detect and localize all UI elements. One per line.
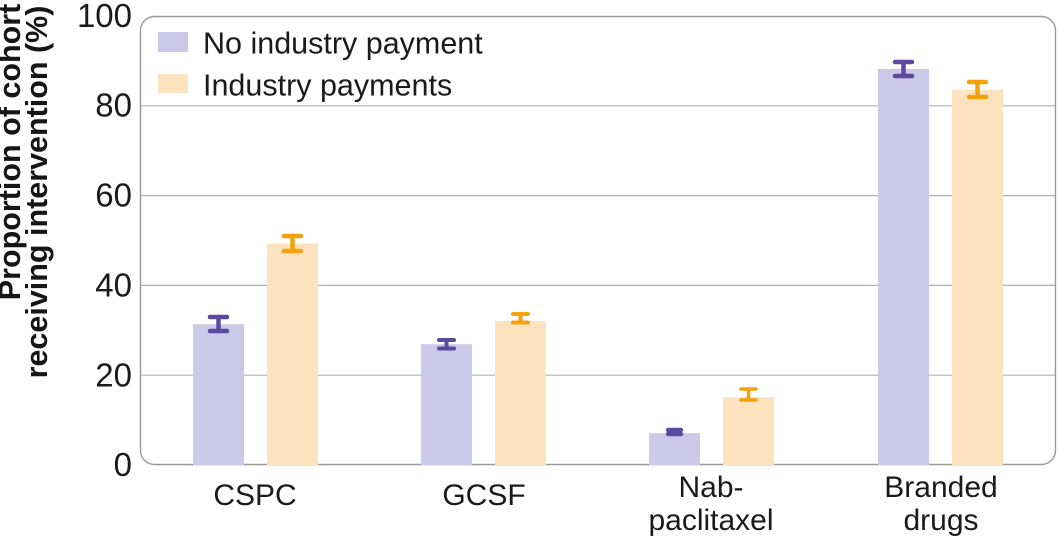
svg-text:No industry payment: No industry payment: [203, 27, 483, 61]
svg-text:Industry payments: Industry payments: [203, 69, 452, 103]
svg-text:60: 60: [95, 177, 132, 214]
svg-text:20: 20: [95, 357, 132, 394]
svg-text:Nab-: Nab-: [678, 471, 743, 504]
svg-text:80: 80: [95, 87, 132, 124]
svg-text:100: 100: [77, 0, 132, 34]
svg-text:paclitaxel: paclitaxel: [648, 504, 773, 537]
svg-text:receiving intervention (%): receiving intervention (%): [20, 6, 54, 379]
svg-text:0: 0: [114, 446, 132, 483]
svg-text:Branded: Branded: [884, 471, 997, 504]
svg-text:40: 40: [95, 267, 132, 304]
svg-text:drugs: drugs: [903, 504, 978, 537]
svg-text:CSPC: CSPC: [213, 479, 296, 512]
svg-text:GCSF: GCSF: [442, 479, 525, 512]
